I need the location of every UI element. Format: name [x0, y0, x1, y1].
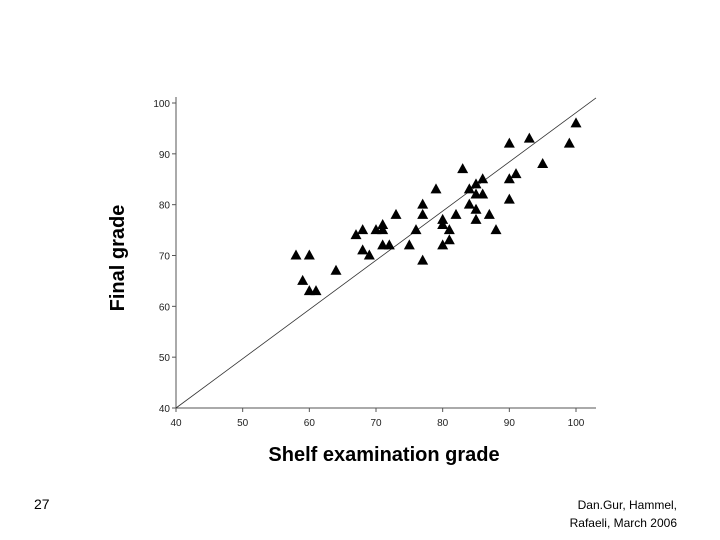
- data-point-triangle: [437, 239, 449, 250]
- credit-line-1: Dan.Gur, Hammel,: [577, 498, 677, 512]
- data-point-triangle: [503, 137, 515, 148]
- reference-line: [175, 97, 597, 409]
- x-tick-label: 90: [504, 418, 516, 429]
- data-point-triangle: [390, 208, 402, 219]
- data-points: [290, 117, 582, 296]
- axis-ticks: 40 50 60 70 80 90 100 40 50 60 70 80 90 100: [153, 99, 584, 429]
- data-point-triangle: [357, 244, 369, 255]
- y-tick-label: 100: [153, 99, 170, 110]
- y-tick-label: 70: [159, 252, 171, 263]
- x-tick-label: 80: [437, 418, 449, 429]
- x-tick-label: 100: [568, 418, 585, 429]
- x-axis-label: Shelf examination grade: [268, 444, 499, 466]
- data-point-triangle: [563, 137, 575, 148]
- data-point-triangle: [457, 163, 469, 174]
- data-point-triangle: [470, 178, 482, 189]
- data-point-triangle: [437, 219, 449, 229]
- y-tick-label: 60: [159, 302, 171, 313]
- data-point-triangle: [470, 203, 482, 214]
- data-point-triangle: [330, 264, 342, 275]
- data-point-triangle: [537, 158, 549, 168]
- data-point-triangle: [443, 234, 455, 245]
- data-point-triangle: [503, 173, 515, 184]
- plot-frame: [175, 97, 596, 409]
- data-point-triangle: [417, 254, 429, 265]
- data-point-triangle: [437, 213, 449, 224]
- data-point-triangle: [477, 188, 489, 199]
- data-point-triangle: [477, 173, 489, 184]
- x-tick-label: 70: [370, 418, 382, 429]
- data-point-triangle: [490, 224, 502, 235]
- data-point-triangle: [357, 224, 369, 235]
- y-tick-label: 50: [159, 353, 171, 364]
- credit-line-2: Rafaeli, March 2006: [569, 516, 677, 530]
- data-point-triangle: [430, 183, 442, 194]
- data-point-triangle: [463, 198, 475, 209]
- data-point-triangle: [297, 274, 309, 285]
- data-point-triangle: [463, 183, 475, 194]
- data-point-triangle: [570, 117, 582, 128]
- data-point-triangle: [377, 219, 389, 229]
- y-tick-label: 40: [159, 404, 171, 415]
- data-point-triangle: [377, 224, 389, 235]
- data-point-triangle: [450, 208, 462, 219]
- data-point-triangle: [470, 213, 482, 224]
- data-point-triangle: [483, 208, 495, 219]
- data-point-triangle: [417, 198, 429, 209]
- y-tick-label: 80: [159, 201, 171, 212]
- data-point-triangle: [523, 132, 535, 143]
- data-point-triangle: [350, 229, 362, 240]
- data-point-triangle: [443, 224, 455, 235]
- data-point-triangle: [363, 249, 375, 260]
- y-tick-label: 90: [159, 150, 171, 161]
- x-tick-label: 50: [237, 418, 249, 429]
- data-point-triangle: [510, 168, 522, 179]
- x-tick-label: 60: [304, 418, 316, 429]
- data-point-triangle: [417, 208, 429, 219]
- data-point-triangle: [290, 249, 302, 260]
- slide-number: 27: [34, 496, 50, 512]
- data-point-triangle: [503, 193, 515, 204]
- data-point-triangle: [383, 239, 395, 250]
- data-point-triangle: [303, 249, 315, 260]
- data-point-triangle: [310, 285, 322, 296]
- y-axis-label: Final grade: [107, 205, 129, 312]
- reference-line-group: [175, 97, 597, 409]
- x-tick-label: 40: [170, 418, 182, 429]
- data-point-triangle: [403, 239, 415, 250]
- slide-credit: Dan.Gur, Hammel, Rafaeli, March 2006: [570, 496, 677, 532]
- data-point-triangle: [410, 224, 422, 235]
